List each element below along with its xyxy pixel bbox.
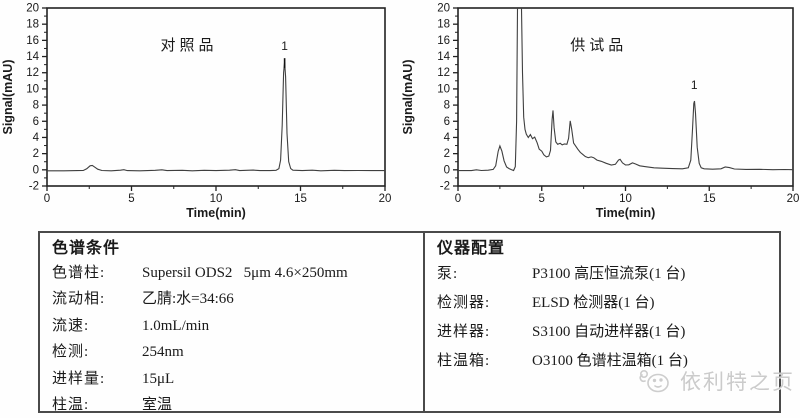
condition-row-flow-rate: 流速: 1.0mL/min [52,313,423,339]
svg-text:2: 2 [33,148,39,160]
svg-text:18: 18 [437,19,450,31]
svg-text:1: 1 [691,78,698,92]
svg-text:8: 8 [444,100,450,112]
svg-text:10: 10 [619,193,632,205]
instrument-label: 泵: [437,266,459,282]
svg-text:Signal(mAU): Signal(mAU) [1,60,15,135]
chromatographic-conditions-column: 色谱条件 色谱柱: Supersil ODS2 5μm 4.6×250mm 流动… [40,233,425,413]
chromatogram-reference: -2 0 2 4 6 8 10 12 14 16 18 20 0 5 10 15 20 Time(min) Sign… [0,0,400,228]
svg-text:10: 10 [26,83,39,95]
conditions-header: 色谱条件 [52,240,121,257]
svg-text:0: 0 [33,164,39,176]
condition-label: 进样量: [52,370,106,387]
svg-text:18: 18 [26,19,39,31]
svg-text:供试品: 供试品 [570,37,627,54]
watermark: 依利特之页 [638,366,795,396]
svg-text:1: 1 [281,39,288,53]
svg-text:5: 5 [128,193,134,205]
instrument-value: P3100 高压恒流泵(1 台) [532,266,686,282]
condition-label: 流速: [52,317,90,334]
svg-text:12: 12 [437,67,450,79]
svg-text:5: 5 [539,193,545,205]
svg-text:6: 6 [444,116,450,128]
instrument-row-pump: 泵: P3100 高压恒流泵(1 台) [437,260,779,289]
svg-text:8: 8 [33,100,39,112]
instrument-row-column-oven: 柱温箱: O3100 色谱柱温箱(1 台) [437,347,779,376]
condition-value: 1.0mL/min [142,317,210,334]
chromatogram-sample-plot: -2 0 2 4 6 8 10 12 14 16 18 20 0 5 10 15 20 Time(min) Sign… [401,3,800,221]
instrument-row-autosampler: 进样器: S3100 自动进样器(1 台) [437,318,779,347]
watermark-text: 依利特之页 [680,370,795,394]
condition-value: Supersil ODS2 5μm 4.6×250mm [142,265,348,281]
instrument-config-column: 仪器配置 泵: P3100 高压恒流泵(1 台) 检测器: ELSD 检测器(1… [425,233,779,411]
condition-value: 15μL [142,370,175,387]
svg-text:0: 0 [444,164,450,176]
svg-text:15: 15 [703,193,716,205]
instrument-row-detector: 检测器: ELSD 检测器(1 台) [437,289,779,318]
svg-text:12: 12 [26,67,39,79]
condition-row-injection-volume: 进样量: 15μL [52,366,423,392]
condition-row-column: 色谱柱: Supersil ODS2 5μm 4.6×250mm [52,260,423,286]
svg-text:Time(min): Time(min) [186,206,246,220]
conditions-table: 色谱条件 色谱柱: Supersil ODS2 5μm 4.6×250mm 流动… [38,231,781,413]
instrument-value: O3100 色谱柱温箱(1 台) [532,353,688,369]
instrument-label: 检测器: [437,295,491,311]
condition-row-detection: 检测: 254nm [52,339,423,365]
svg-text:16: 16 [26,35,39,47]
svg-text:6: 6 [33,116,39,128]
svg-text:Signal(mAU): Signal(mAU) [401,60,415,135]
condition-label: 检测: [52,344,90,361]
svg-text:20: 20 [787,193,800,205]
svg-text:20: 20 [26,3,39,15]
condition-value: 室温 [142,397,173,414]
svg-text:10: 10 [210,193,223,205]
condition-label: 柱温: [52,397,90,414]
instrument-label: 柱温箱: [437,353,491,369]
condition-label: 色谱柱: [52,265,106,281]
chromatogram-sample: -2 0 2 4 6 8 10 12 14 16 18 20 0 5 10 15 20 Time(min) Sign… [400,0,800,228]
svg-text:4: 4 [444,132,451,144]
svg-text:20: 20 [379,193,392,205]
instrument-header: 仪器配置 [437,240,506,257]
svg-text:10: 10 [437,83,450,95]
instrument-value: ELSD 检测器(1 台) [532,295,655,311]
svg-text:15: 15 [294,193,307,205]
svg-text:0: 0 [44,193,50,205]
chromatogram-reference-plot: -2 0 2 4 6 8 10 12 14 16 18 20 0 5 10 15 20 Time(min) Sign… [1,3,392,221]
condition-value: 254nm [142,344,184,361]
instrument-value: S3100 自动进样器(1 台) [532,324,686,340]
svg-text:4: 4 [33,132,40,144]
elite-logo-icon [639,369,669,393]
condition-value: 乙腈:水=34:66 [142,291,234,308]
svg-text:16: 16 [437,35,450,47]
svg-text:20: 20 [437,3,450,15]
instrument-label: 进样器: [437,324,491,340]
chromatograms-row: -2 0 2 4 6 8 10 12 14 16 18 20 0 5 10 15 20 Time(min) Sign… [0,0,800,228]
svg-text:2: 2 [444,148,450,160]
svg-text:0: 0 [455,193,461,205]
condition-row-mobile-phase: 流动相: 乙腈:水=34:66 [52,286,423,312]
condition-row-column-temp: 柱温: 室温 [52,392,423,418]
svg-text:Time(min): Time(min) [596,206,656,220]
condition-label: 流动相: [52,291,106,308]
svg-text:14: 14 [437,51,450,63]
svg-text:14: 14 [26,51,39,63]
svg-text:-2: -2 [29,181,39,193]
svg-text:-2: -2 [440,181,450,193]
svg-text:对照品: 对照品 [160,37,217,54]
